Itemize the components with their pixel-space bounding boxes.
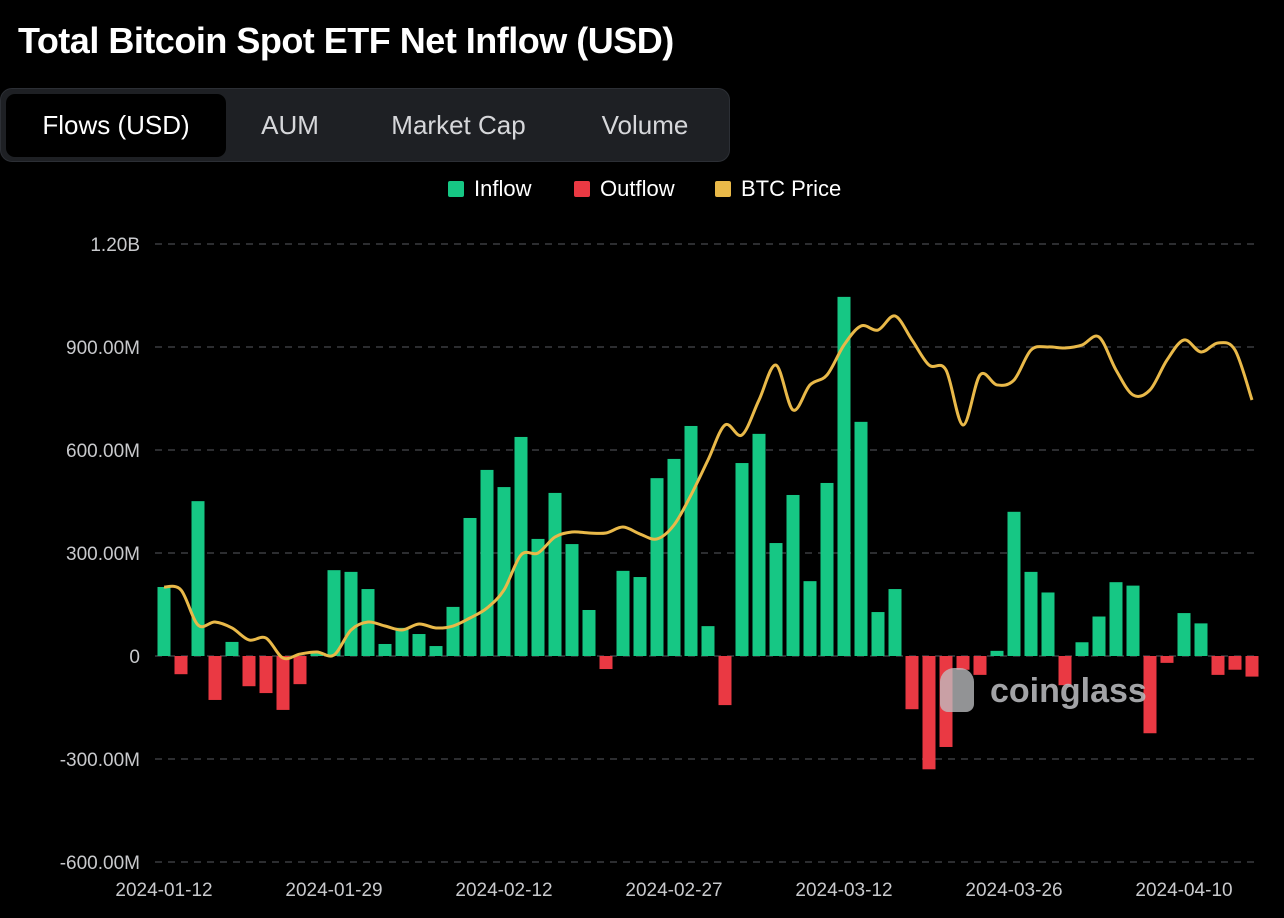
x-tick-label: 2024-03-12 xyxy=(795,880,892,901)
legend-outflow[interactable]: Outflow xyxy=(574,175,675,203)
inflow-bar[interactable] xyxy=(395,627,409,656)
inflow-bar[interactable] xyxy=(820,482,834,656)
inflow-bar[interactable] xyxy=(480,469,494,656)
inflow-bar[interactable] xyxy=(157,586,171,656)
inflow-bar[interactable] xyxy=(1109,582,1123,656)
outflow-bar[interactable] xyxy=(1143,656,1157,734)
outflow-bar[interactable] xyxy=(1160,656,1174,663)
x-tick-label: 2024-02-12 xyxy=(455,880,552,901)
inflow-bar[interactable] xyxy=(1126,585,1140,656)
inflow-bar[interactable] xyxy=(888,589,902,656)
inflow-bar[interactable] xyxy=(191,501,205,656)
inflow-bar[interactable] xyxy=(1194,623,1208,656)
inflow-swatch-icon xyxy=(448,181,464,197)
inflow-bar[interactable] xyxy=(871,612,885,656)
inflow-bar[interactable] xyxy=(548,492,562,656)
legend-outflow-label: Outflow xyxy=(600,176,675,201)
inflow-bar[interactable] xyxy=(531,538,545,656)
outflow-bar[interactable] xyxy=(599,656,613,670)
coinglass-watermark: coinglass xyxy=(940,668,1147,712)
y-tick-label: 900.00M xyxy=(66,338,140,359)
x-tick-label: 2024-02-27 xyxy=(625,880,722,901)
inflow-bar[interactable] xyxy=(752,433,766,656)
inflow-bar[interactable] xyxy=(803,581,817,656)
outflow-bar[interactable] xyxy=(293,656,307,685)
tab-flows[interactable]: Flows (USD) xyxy=(6,94,226,157)
inflow-bar[interactable] xyxy=(1041,592,1055,656)
inflow-bar[interactable] xyxy=(565,544,579,656)
coinglass-logo-icon xyxy=(940,668,974,712)
outflow-bar[interactable] xyxy=(276,656,290,710)
chart-legend: Inflow Outflow BTC Price xyxy=(0,175,1284,203)
outflow-bar[interactable] xyxy=(208,656,222,700)
inflow-bar[interactable] xyxy=(225,641,239,656)
inflow-bar[interactable] xyxy=(1177,613,1191,656)
inflow-bar[interactable] xyxy=(497,487,511,656)
legend-btc-price-label: BTC Price xyxy=(741,176,842,201)
x-tick-label: 2024-03-26 xyxy=(965,880,1062,901)
outflow-bar[interactable] xyxy=(1058,656,1072,686)
outflow-bar[interactable] xyxy=(242,656,256,687)
x-tick-label: 2024-01-29 xyxy=(285,880,382,901)
inflow-bar[interactable] xyxy=(667,458,681,656)
inflow-bar[interactable] xyxy=(582,609,596,656)
inflow-bar[interactable] xyxy=(1007,511,1021,656)
outflow-bar[interactable] xyxy=(259,656,273,694)
y-tick-label: -600.00M xyxy=(60,853,140,874)
inflow-bar[interactable] xyxy=(854,421,868,656)
inflow-bar[interactable] xyxy=(616,570,630,656)
outflow-bar[interactable] xyxy=(905,656,919,710)
legend-inflow-label: Inflow xyxy=(474,176,532,201)
btc-price-line xyxy=(163,314,1254,661)
outflow-swatch-icon xyxy=(574,181,590,197)
inflow-bar[interactable] xyxy=(1024,571,1038,656)
chart-tabs: Flows (USD) AUM Market Cap Volume xyxy=(0,88,730,162)
inflow-bar[interactable] xyxy=(514,436,528,656)
inflow-bar[interactable] xyxy=(769,543,783,656)
legend-inflow[interactable]: Inflow xyxy=(448,175,531,203)
inflow-bar[interactable] xyxy=(429,646,443,656)
y-tick-label: 1.20B xyxy=(90,235,140,256)
y-tick-label: 300.00M xyxy=(66,544,140,565)
x-tick-label: 2024-01-12 xyxy=(115,880,212,901)
inflow-bar[interactable] xyxy=(633,577,647,656)
y-tick-label: 600.00M xyxy=(66,441,140,462)
inflow-bar[interactable] xyxy=(378,643,392,656)
inflow-bar[interactable] xyxy=(344,571,358,656)
inflow-bar[interactable] xyxy=(463,517,477,656)
inflow-bar[interactable] xyxy=(327,570,341,656)
inflow-bar[interactable] xyxy=(1092,616,1106,656)
y-tick-label: 0 xyxy=(129,647,140,668)
outflow-bar[interactable] xyxy=(1228,656,1242,670)
y-tick-label: -300.00M xyxy=(60,750,140,771)
inflow-bar[interactable] xyxy=(701,626,715,656)
legend-btc-price[interactable]: BTC Price xyxy=(715,175,841,203)
inflow-bar[interactable] xyxy=(786,494,800,656)
outflow-bar[interactable] xyxy=(174,656,188,675)
inflow-bar[interactable] xyxy=(1075,642,1089,656)
inflow-bar[interactable] xyxy=(684,425,698,656)
watermark-text: coinglass xyxy=(990,672,1147,710)
inflow-bar[interactable] xyxy=(990,650,1004,656)
tab-volume[interactable]: Volume xyxy=(601,110,689,140)
tab-market-cap[interactable]: Market Cap xyxy=(391,110,526,140)
tab-aum[interactable]: AUM xyxy=(261,110,319,140)
outflow-bar[interactable] xyxy=(922,656,936,770)
outflow-bar[interactable] xyxy=(718,656,732,706)
inflow-bar[interactable] xyxy=(837,296,851,656)
inflow-bar[interactable] xyxy=(650,478,664,656)
inflow-bar[interactable] xyxy=(310,652,324,656)
outflow-bar[interactable] xyxy=(1211,656,1225,675)
inflow-bar[interactable] xyxy=(446,606,460,656)
outflow-bar[interactable] xyxy=(1245,656,1259,677)
btc-price-swatch-icon xyxy=(715,181,731,197)
x-tick-label: 2024-04-10 xyxy=(1135,880,1232,901)
inflow-bar[interactable] xyxy=(735,463,749,656)
page-title: Total Bitcoin Spot ETF Net Inflow (USD) xyxy=(18,20,674,61)
outflow-bar[interactable] xyxy=(973,656,987,675)
inflow-bar[interactable] xyxy=(412,634,426,656)
outflow-bar[interactable] xyxy=(956,656,970,670)
